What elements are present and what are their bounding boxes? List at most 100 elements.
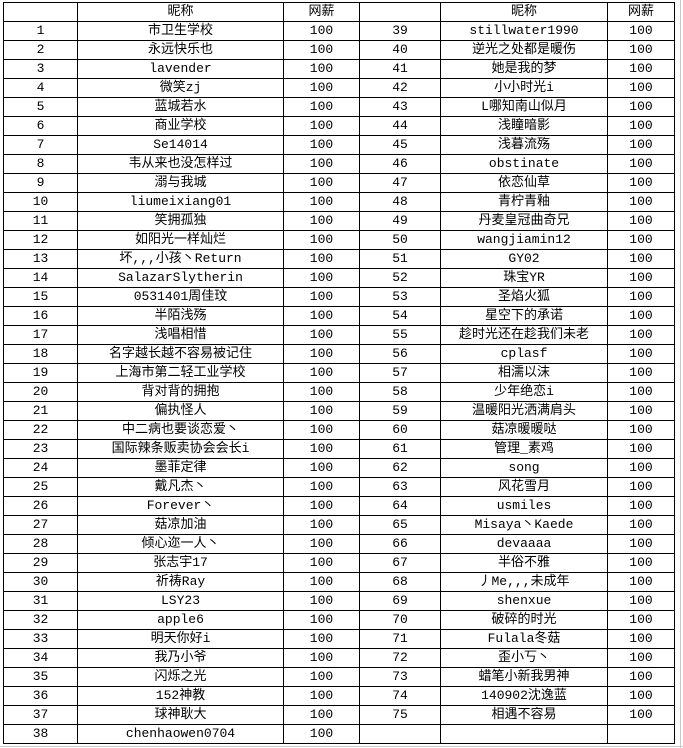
net-pay-cell[interactable]: 100	[283, 97, 360, 117]
nickname-cell[interactable]: 珠宝YR	[440, 268, 608, 288]
net-pay-cell[interactable]: 100	[607, 705, 675, 725]
net-pay-cell[interactable]: 100	[283, 325, 360, 345]
header-index-right[interactable]	[359, 2, 441, 22]
index-cell[interactable]: 30	[3, 572, 78, 592]
nickname-cell[interactable]: obstinate	[440, 154, 608, 174]
index-cell[interactable]: 67	[359, 553, 441, 573]
index-cell[interactable]: 46	[359, 154, 441, 174]
index-cell[interactable]: 7	[3, 135, 78, 155]
nickname-cell[interactable]: 背对背的拥抱	[77, 382, 284, 402]
nickname-cell[interactable]: 溺与我城	[77, 173, 284, 193]
net-pay-cell[interactable]: 100	[607, 40, 675, 60]
net-pay-cell[interactable]: 100	[607, 116, 675, 136]
index-cell[interactable]: 73	[359, 667, 441, 687]
nickname-cell[interactable]: 破碎的时光	[440, 610, 608, 630]
net-pay-cell[interactable]: 100	[283, 249, 360, 269]
index-cell[interactable]: 36	[3, 686, 78, 706]
nickname-cell[interactable]: chenhaowen0704	[77, 724, 284, 744]
nickname-cell[interactable]: 国际辣条贩卖协会会长i	[77, 439, 284, 459]
index-cell[interactable]: 12	[3, 230, 78, 250]
nickname-cell[interactable]: 市卫生学校	[77, 21, 284, 41]
index-cell[interactable]: 49	[359, 211, 441, 231]
index-cell[interactable]: 45	[359, 135, 441, 155]
index-cell[interactable]: 38	[3, 724, 78, 744]
net-pay-cell[interactable]: 100	[283, 363, 360, 383]
net-pay-cell[interactable]: 100	[607, 686, 675, 706]
net-pay-cell[interactable]: 100	[607, 572, 675, 592]
index-cell[interactable]: 10	[3, 192, 78, 212]
index-cell[interactable]: 68	[359, 572, 441, 592]
nickname-cell[interactable]: song	[440, 458, 608, 478]
nickname-cell[interactable]: Fulala冬菇	[440, 629, 608, 649]
net-pay-cell[interactable]: 100	[283, 382, 360, 402]
nickname-cell[interactable]: L哪知南山似月	[440, 97, 608, 117]
nickname-cell[interactable]: 微笑zj	[77, 78, 284, 98]
nickname-cell[interactable]: 张志宇17	[77, 553, 284, 573]
net-pay-cell[interactable]: 100	[607, 192, 675, 212]
nickname-cell[interactable]: 如阳光一样灿烂	[77, 230, 284, 250]
net-pay-cell[interactable]: 100	[283, 154, 360, 174]
nickname-cell[interactable]: 永远快乐也	[77, 40, 284, 60]
nickname-cell[interactable]: liumeixiang01	[77, 192, 284, 212]
nickname-cell[interactable]: devaaaa	[440, 534, 608, 554]
index-cell[interactable]: 48	[359, 192, 441, 212]
index-cell[interactable]: 59	[359, 401, 441, 421]
index-cell[interactable]: 57	[359, 363, 441, 383]
net-pay-cell[interactable]: 100	[283, 477, 360, 497]
nickname-cell[interactable]: SalazarSlytherin	[77, 268, 284, 288]
net-pay-cell[interactable]: 100	[283, 192, 360, 212]
nickname-cell[interactable]: 坏,,,小孩丶Return	[77, 249, 284, 269]
index-cell[interactable]: 26	[3, 496, 78, 516]
net-pay-cell[interactable]: 100	[607, 420, 675, 440]
nickname-cell[interactable]: 浅唱相惜	[77, 325, 284, 345]
nickname-cell[interactable]: 商业学校	[77, 116, 284, 136]
net-pay-cell[interactable]: 100	[607, 553, 675, 573]
nickname-cell[interactable]: wangjiamin12	[440, 230, 608, 250]
nickname-cell[interactable]: 丹麦皇冠曲奇兄	[440, 211, 608, 231]
index-cell[interactable]: 41	[359, 59, 441, 79]
nickname-cell[interactable]: GY02	[440, 249, 608, 269]
index-cell[interactable]: 29	[3, 553, 78, 573]
net-pay-cell[interactable]: 100	[283, 553, 360, 573]
index-cell[interactable]: 18	[3, 344, 78, 364]
index-cell[interactable]: 63	[359, 477, 441, 497]
net-pay-cell[interactable]: 100	[607, 458, 675, 478]
nickname-cell[interactable]: LSY23	[77, 591, 284, 611]
nickname-cell[interactable]: 歪小丂丶	[440, 648, 608, 668]
index-cell[interactable]: 39	[359, 21, 441, 41]
nickname-cell[interactable]: cplasf	[440, 344, 608, 364]
nickname-cell[interactable]: 祈祷Ray	[77, 572, 284, 592]
net-pay-cell[interactable]: 100	[283, 135, 360, 155]
nickname-cell[interactable]: 相遇不容易	[440, 705, 608, 725]
header-nickname-left[interactable]: 昵称	[77, 2, 284, 22]
net-pay-cell[interactable]: 100	[607, 496, 675, 516]
net-pay-cell[interactable]: 100	[283, 648, 360, 668]
index-cell[interactable]: 21	[3, 401, 78, 421]
net-pay-cell[interactable]: 100	[607, 401, 675, 421]
net-pay-cell[interactable]: 100	[607, 211, 675, 231]
index-cell[interactable]: 70	[359, 610, 441, 630]
nickname-cell[interactable]: lavender	[77, 59, 284, 79]
net-pay-cell[interactable]: 100	[283, 344, 360, 364]
index-cell[interactable]: 6	[3, 116, 78, 136]
index-cell[interactable]: 20	[3, 382, 78, 402]
header-net-pay-right[interactable]: 网薪	[607, 2, 675, 22]
nickname-cell[interactable]: 浅瞳暗影	[440, 116, 608, 136]
index-cell[interactable]: 11	[3, 211, 78, 231]
nickname-cell[interactable]: 温暖阳光洒满肩头	[440, 401, 608, 421]
nickname-cell[interactable]: 笑拥孤独	[77, 211, 284, 231]
nickname-cell[interactable]: 0531401周佳玟	[77, 287, 284, 307]
net-pay-cell[interactable]: 100	[283, 515, 360, 535]
net-pay-cell[interactable]: 100	[607, 648, 675, 668]
index-cell[interactable]: 25	[3, 477, 78, 497]
index-cell[interactable]: 14	[3, 268, 78, 288]
nickname-cell[interactable]: 少年绝恋i	[440, 382, 608, 402]
nickname-cell[interactable]: 星空下的承诺	[440, 306, 608, 326]
net-pay-cell[interactable]: 100	[607, 306, 675, 326]
nickname-cell[interactable]: stillwater1990	[440, 21, 608, 41]
index-cell[interactable]: 74	[359, 686, 441, 706]
nickname-cell[interactable]: apple6	[77, 610, 284, 630]
net-pay-cell[interactable]: 100	[283, 458, 360, 478]
nickname-cell[interactable]: 152神教	[77, 686, 284, 706]
index-cell[interactable]: 53	[359, 287, 441, 307]
